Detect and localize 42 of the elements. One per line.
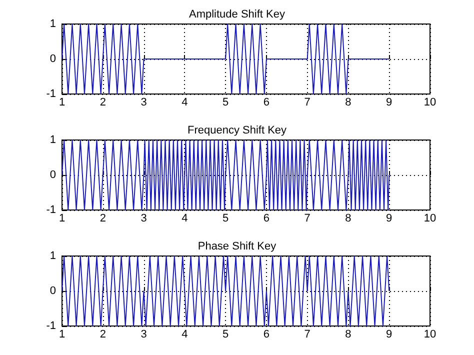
x-tick-label: 6 [263, 96, 270, 108]
x-tick-label: 5 [222, 96, 229, 108]
x-tick-label: 7 [304, 328, 310, 340]
x-tick-label: 8 [345, 212, 352, 224]
chart-title: Amplitude Shift Key [189, 8, 286, 20]
x-tick-label: 5 [222, 328, 229, 340]
x-tick-label: 1 [58, 328, 66, 340]
y-tick-label: 0 [50, 169, 56, 181]
x-tick-label: 10 [424, 328, 436, 340]
y-tick-label: -1 [46, 204, 56, 216]
x-tick-label: 9 [386, 96, 392, 108]
y-tick-label: -1 [46, 88, 56, 100]
y-tick-label: 0 [50, 285, 56, 297]
x-tick-label: 2 [100, 328, 106, 340]
x-tick-label: 8 [345, 96, 352, 108]
x-tick-label: 7 [304, 96, 310, 108]
y-tick-label: 0 [50, 53, 56, 65]
y-tick-label: 1 [50, 18, 56, 30]
x-tick-label: 5 [222, 212, 229, 224]
x-tick-label: 3 [140, 328, 147, 340]
x-tick-label: 4 [182, 212, 188, 224]
y-tick-label: -1 [46, 320, 56, 332]
x-tick-label: 1 [58, 212, 66, 224]
x-tick-label: 6 [263, 212, 270, 224]
x-tick-label: 10 [424, 96, 436, 108]
x-tick-label: 9 [386, 212, 392, 224]
x-tick-label: 6 [263, 328, 270, 340]
x-tick-label: 7 [304, 212, 310, 224]
x-tick-label: 9 [386, 328, 392, 340]
y-tick-label: 1 [50, 250, 56, 262]
chart-title: Phase Shift Key [198, 240, 277, 252]
x-tick-label: 3 [140, 96, 147, 108]
x-tick-label: 1 [58, 96, 66, 108]
x-tick-label: 3 [140, 212, 147, 224]
x-tick-label: 8 [345, 328, 352, 340]
x-tick-label: 4 [182, 96, 188, 108]
chart-title: Frequency Shift Key [187, 124, 288, 136]
y-tick-label: 1 [50, 134, 56, 146]
x-tick-label: 4 [182, 328, 188, 340]
x-tick-label: 2 [100, 212, 106, 224]
x-tick-label: 10 [424, 212, 436, 224]
x-tick-label: 2 [100, 96, 106, 108]
